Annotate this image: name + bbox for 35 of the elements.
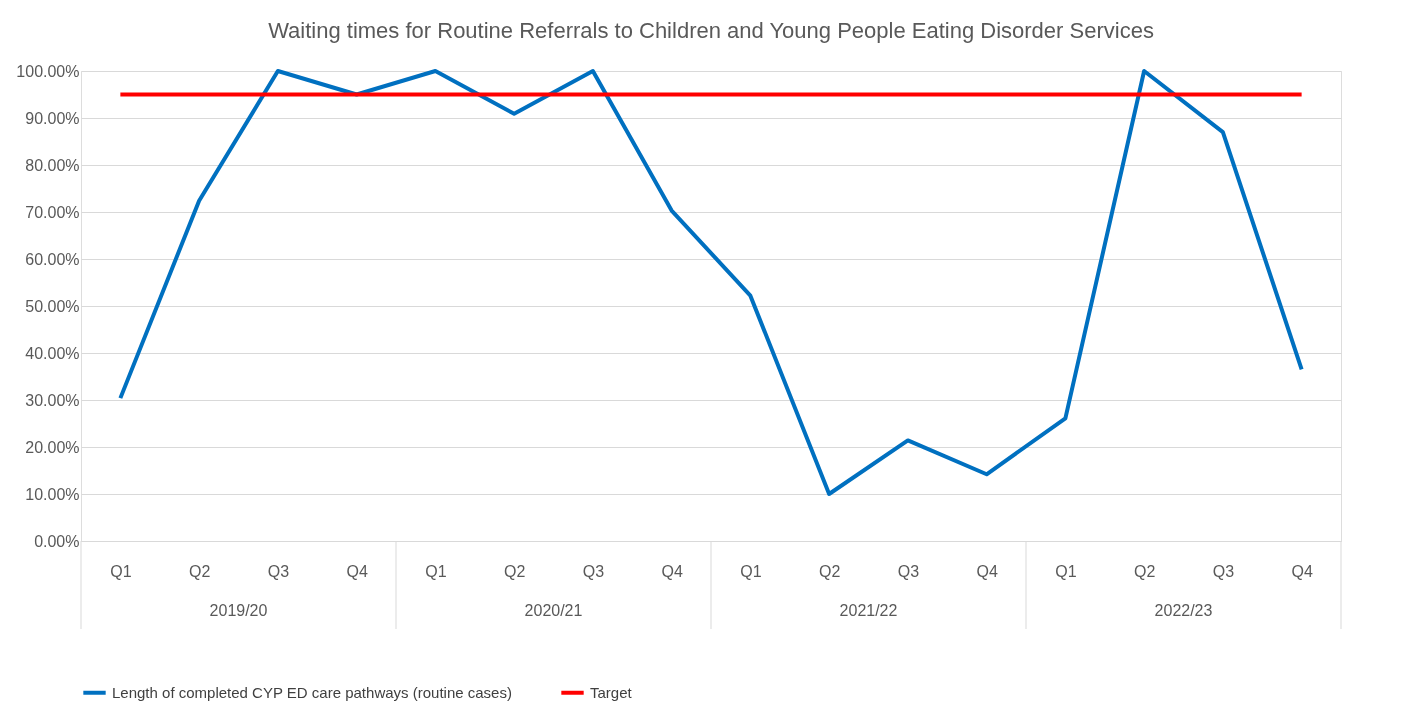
x-tick-label: Q4: [346, 562, 368, 580]
text: 2019/20: [209, 602, 268, 619]
x-tick-label: Q3: [582, 562, 605, 580]
y-tick-label: 100.00%: [16, 62, 80, 80]
y-tick-label: 70.00%: [25, 203, 80, 221]
legend-label: Target: [590, 683, 633, 701]
y-tick-label: 80.00%: [25, 156, 80, 174]
x-tick-label: Q4: [1291, 562, 1313, 580]
y-tick-label: 50.00%: [25, 297, 80, 315]
text: 2022/23: [1154, 602, 1213, 619]
x-tick-label: Q3: [267, 562, 290, 580]
x-tick-label: Q1: [425, 562, 447, 580]
x-tick-label: Q1: [1055, 562, 1077, 580]
text: 2020/21: [524, 602, 583, 619]
x-tick-label: Q1: [740, 562, 762, 580]
y-tick-label: 40.00%: [25, 344, 80, 362]
text: 2021/22: [839, 602, 898, 619]
x-tick-label: Q2: [188, 562, 211, 580]
x-tick-label: Q4: [976, 562, 998, 580]
y-tick-label: 0.00%: [34, 532, 80, 550]
x-tick-label: Q2: [818, 562, 841, 580]
y-tick-label: 60.00%: [25, 250, 80, 268]
y-tick-label: 10.00%: [25, 485, 80, 503]
x-tick-label: Q2: [503, 562, 526, 580]
y-tick-label: 30.00%: [25, 391, 80, 409]
y-tick-label: 20.00%: [25, 438, 80, 456]
x-tick-label: Q3: [897, 562, 920, 580]
x-tick-label: Q1: [110, 562, 132, 580]
legend-label: Length of completed CYP ED care pathways (routine cases): [112, 683, 512, 701]
x-tick-label: Q2: [1133, 562, 1156, 580]
line-series: [118, 69, 1304, 496]
chart-title: Waiting times for Routine Referrals to Children and Young People Eating Disorder Services: [268, 18, 1154, 43]
y-tick-label: 90.00%: [25, 109, 80, 127]
x-tick-label: Q4: [661, 562, 683, 580]
x-tick-label: Q3: [1212, 562, 1235, 580]
